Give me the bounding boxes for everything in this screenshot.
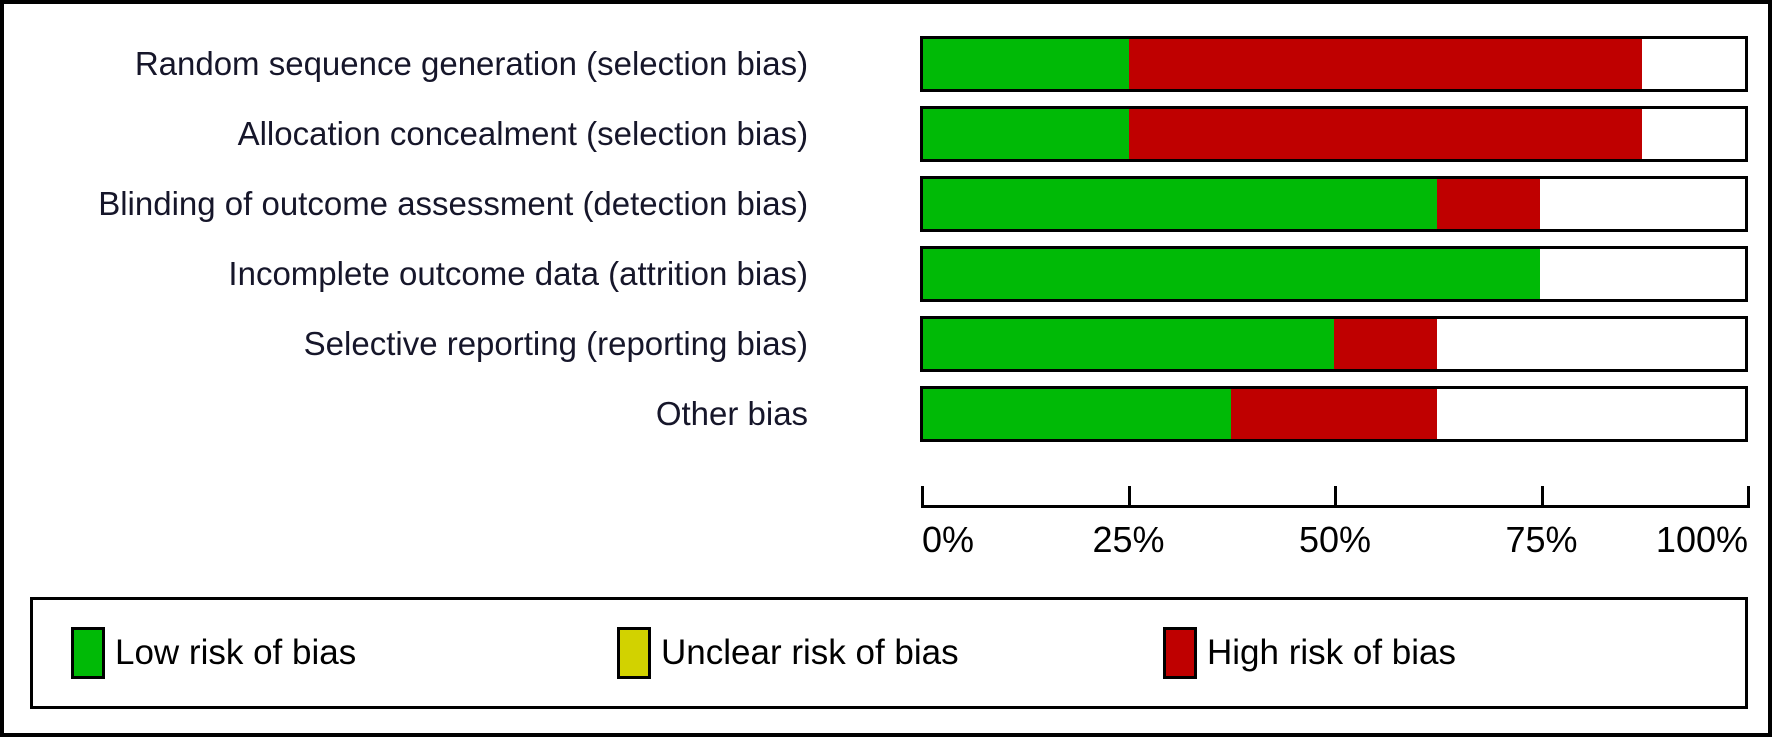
low-risk-segment bbox=[923, 109, 1129, 159]
legend-item: Low risk of bias bbox=[33, 627, 579, 679]
axis-tick-label: 75% bbox=[1505, 519, 1578, 560]
high-risk-segment bbox=[1128, 39, 1643, 89]
bar-row: Other bias bbox=[30, 386, 1748, 442]
axis-tick bbox=[1334, 486, 1337, 508]
low-risk-segment bbox=[923, 319, 1335, 369]
legend-label: Low risk of bias bbox=[115, 633, 357, 672]
bar-row: Incomplete outcome data (attrition bias) bbox=[30, 246, 1748, 302]
low-risk-segment bbox=[923, 249, 1540, 299]
low-risk-segment bbox=[923, 179, 1437, 229]
axis-tick-label: 100% bbox=[1655, 519, 1748, 560]
bar-row: Selective reporting (reporting bias) bbox=[30, 316, 1748, 372]
axis-tick-label: 50% bbox=[1298, 519, 1372, 560]
legend-label: High risk of bias bbox=[1207, 633, 1456, 672]
category-label: Other bias bbox=[655, 395, 809, 432]
stacked-bar bbox=[920, 316, 1748, 372]
axis-tick bbox=[921, 486, 924, 508]
low-risk-segment bbox=[923, 39, 1129, 89]
axis-tick-label: 0% bbox=[922, 519, 975, 560]
bar-row: Random sequence generation (selection bi… bbox=[30, 36, 1748, 92]
legend-swatch bbox=[71, 627, 105, 679]
stacked-bar bbox=[920, 386, 1748, 442]
high-risk-segment bbox=[1231, 389, 1437, 439]
category-label: Allocation concealment (selection bias) bbox=[237, 115, 809, 152]
legend: Low risk of bias Unclear risk of bias High… bbox=[30, 597, 1748, 709]
stacked-bar bbox=[920, 106, 1748, 162]
x-axis: 0% 25% 50% 75% 100% bbox=[921, 485, 1750, 585]
stacked-bar bbox=[920, 36, 1748, 92]
legend-item: High risk of bias bbox=[1125, 627, 1671, 679]
axis-tick bbox=[1540, 486, 1544, 508]
high-risk-segment bbox=[1334, 319, 1437, 369]
category-label: Random sequence generation (selection bi… bbox=[134, 45, 809, 82]
axis-tick bbox=[1747, 486, 1750, 508]
low-risk-segment bbox=[923, 389, 1232, 439]
axis-area: 0% 25% 50% 75% 100% bbox=[30, 442, 1750, 585]
bar-row: Blinding of outcome assessment (detectio… bbox=[30, 176, 1748, 232]
category-label: Selective reporting (reporting bias) bbox=[303, 325, 809, 362]
axis-tick-label: 25% bbox=[1092, 519, 1165, 560]
legend-swatch bbox=[1163, 627, 1197, 679]
category-label: Incomplete outcome data (attrition bias) bbox=[228, 255, 809, 292]
legend-swatch bbox=[617, 627, 651, 679]
axis-tick bbox=[1127, 486, 1131, 508]
high-risk-segment bbox=[1436, 179, 1540, 229]
category-label: Blinding of outcome assessment (detectio… bbox=[98, 185, 809, 222]
stacked-bar bbox=[920, 246, 1748, 302]
high-risk-segment bbox=[1128, 109, 1643, 159]
stacked-bar bbox=[920, 176, 1748, 232]
bar-row: Allocation concealment (selection bias) bbox=[30, 106, 1748, 162]
legend-label: Unclear risk of bias bbox=[661, 633, 959, 672]
bar-rows: Random sequence generation (selection bi… bbox=[30, 36, 1748, 442]
plot-area: Random sequence generation (selection bi… bbox=[30, 36, 1750, 585]
legend-item: Unclear risk of bias bbox=[579, 627, 1125, 679]
